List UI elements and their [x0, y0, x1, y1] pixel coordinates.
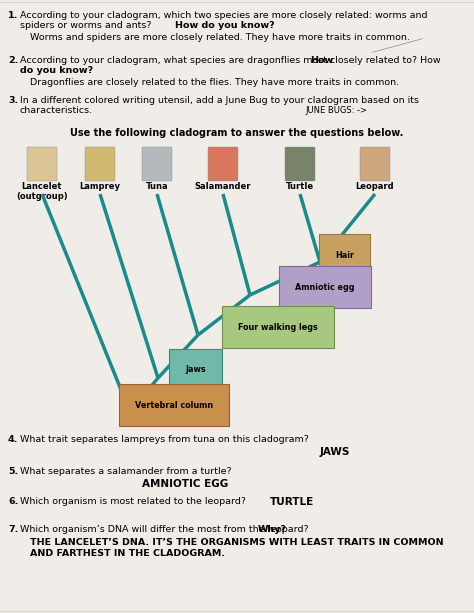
Text: In a different colored writing utensil, add a June Bug to your cladogram based o: In a different colored writing utensil, … — [20, 96, 419, 105]
Text: AND FARTHEST IN THE CLADOGRAM.: AND FARTHEST IN THE CLADOGRAM. — [30, 549, 225, 558]
Text: JAWS: JAWS — [320, 447, 350, 457]
Text: According to your cladogram, what species are dragonflies most closely related t: According to your cladogram, what specie… — [20, 56, 441, 65]
Text: do you know?: do you know? — [20, 66, 93, 75]
Text: What trait separates lampreys from tuna on this cladogram?: What trait separates lampreys from tuna … — [20, 435, 309, 444]
Text: According to your cladogram, which two species are more closely related: worms a: According to your cladogram, which two s… — [20, 11, 428, 20]
Text: Use the following cladogram to answer the questions below.: Use the following cladogram to answer th… — [70, 128, 404, 138]
Text: 6.: 6. — [8, 497, 18, 506]
FancyBboxPatch shape — [85, 147, 115, 181]
Text: Amniotic egg: Amniotic egg — [295, 283, 355, 292]
Text: Turtle: Turtle — [286, 182, 314, 191]
Text: 3.: 3. — [8, 96, 18, 105]
Text: Jaws: Jaws — [185, 365, 206, 375]
FancyBboxPatch shape — [142, 147, 172, 181]
Text: AMNIOTIC EGG: AMNIOTIC EGG — [142, 479, 228, 489]
Text: JUNE BUGS: ->: JUNE BUGS: -> — [305, 106, 367, 115]
Text: TURTLE: TURTLE — [270, 497, 314, 507]
Text: Vertebral column: Vertebral column — [135, 400, 213, 409]
Text: THE LANCELET’S DNA. IT’S THE ORGANISMS WITH LEAST TRAITS IN COMMON: THE LANCELET’S DNA. IT’S THE ORGANISMS W… — [30, 538, 444, 547]
Text: How do you know?: How do you know? — [175, 21, 274, 30]
Text: 1.: 1. — [8, 11, 18, 20]
Text: 4.: 4. — [8, 435, 18, 444]
Text: How: How — [310, 56, 334, 65]
Text: Why?: Why? — [258, 525, 287, 534]
Text: 2.: 2. — [8, 56, 18, 65]
Text: Which organism is most related to the leopard?: Which organism is most related to the le… — [20, 497, 246, 506]
Text: Salamander: Salamander — [195, 182, 251, 191]
Text: Lamprey: Lamprey — [80, 182, 120, 191]
Text: Hair: Hair — [335, 251, 354, 259]
FancyBboxPatch shape — [27, 147, 57, 181]
Text: Four walking legs: Four walking legs — [238, 322, 318, 332]
Text: Worms and spiders are more closely related. They have more traits in common.: Worms and spiders are more closely relat… — [30, 33, 410, 42]
Text: What separates a salamander from a turtle?: What separates a salamander from a turtl… — [20, 467, 232, 476]
Text: Dragonflies are closely related to the flies. They have more traits in common.: Dragonflies are closely related to the f… — [30, 78, 399, 87]
Text: Leopard: Leopard — [356, 182, 394, 191]
FancyBboxPatch shape — [285, 147, 315, 181]
Text: spiders or worms and ants?: spiders or worms and ants? — [20, 21, 155, 30]
Text: 7.: 7. — [8, 525, 18, 534]
Text: Tuna: Tuna — [146, 182, 168, 191]
Text: Which organism’s DNA will differ the most from the leopard?: Which organism’s DNA will differ the mos… — [20, 525, 315, 534]
Text: Lancelet
(outgroup): Lancelet (outgroup) — [16, 182, 68, 202]
Text: 5.: 5. — [8, 467, 18, 476]
Text: characteristics.: characteristics. — [20, 106, 93, 115]
FancyBboxPatch shape — [208, 147, 238, 181]
FancyBboxPatch shape — [360, 147, 390, 181]
